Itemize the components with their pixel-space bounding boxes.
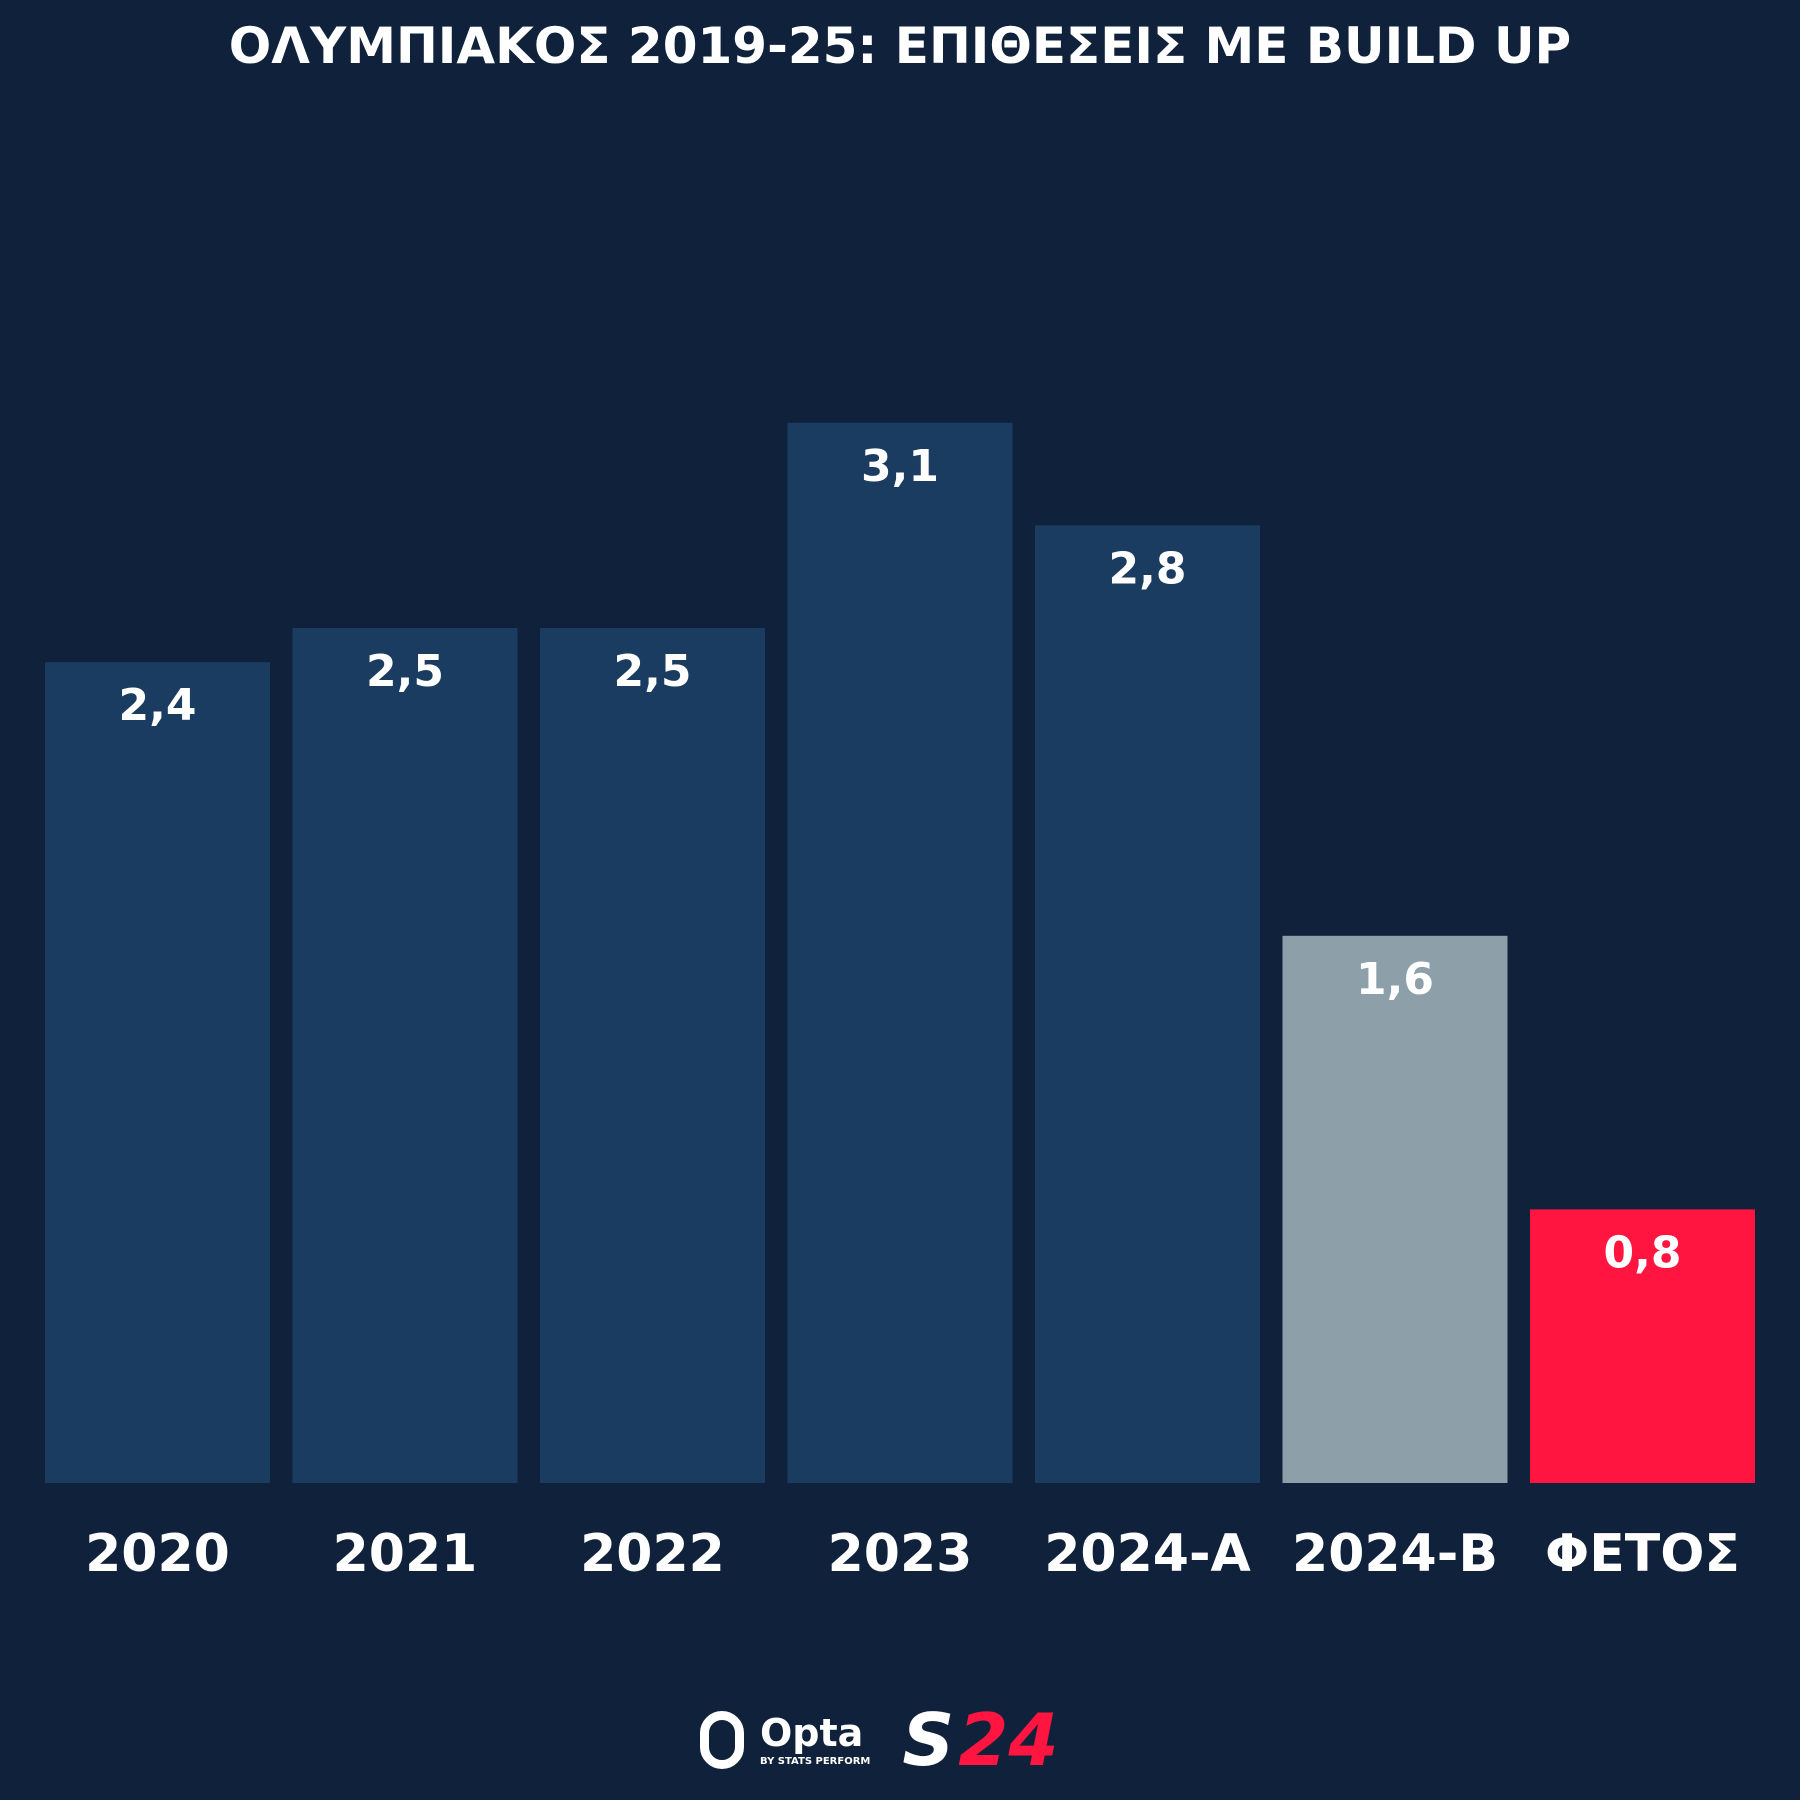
bar-2024-B bbox=[1282, 935, 1508, 1483]
s24-logo-number: 24 bbox=[958, 1698, 1059, 1782]
opta-logo: Opta BY STATS PERFORM bbox=[760, 1711, 870, 1769]
s24-logo: S 24 bbox=[902, 1700, 1058, 1780]
chart-title: ΟΛΥΜΠΙΑΚΟΣ 2019-25: ΕΠΙΘΕΣΕΙΣ ΜΕ BUILD U… bbox=[228, 17, 1572, 75]
bar-ΦΕΤΟΣ bbox=[1530, 1209, 1755, 1483]
value-label: 1,6 bbox=[1356, 954, 1434, 1005]
opta-logo-icon bbox=[700, 1711, 744, 1769]
value-label: 2,8 bbox=[1109, 543, 1187, 594]
bar-2024-A bbox=[1035, 525, 1260, 1483]
bar-2022 bbox=[540, 628, 765, 1483]
category-label: 2021 bbox=[333, 1524, 478, 1584]
bar-2023 bbox=[787, 422, 1013, 1483]
category-label: 2024-A bbox=[1044, 1524, 1251, 1584]
category-label: 2024-B bbox=[1292, 1524, 1498, 1584]
bar-chart: 2,4 2020 2,5 2021 2,5 2022 3,1 2023 2,8 2024-A 1,6… bbox=[45, 422, 1755, 1584]
opta-logo-text: Opta bbox=[760, 1711, 864, 1755]
value-label: 0,8 bbox=[1604, 1227, 1682, 1278]
bar-2021 bbox=[292, 628, 518, 1483]
logos: Opta BY STATS PERFORM S 24 bbox=[700, 1700, 1058, 1780]
value-label: 3,1 bbox=[861, 441, 939, 492]
bar-2020 bbox=[45, 662, 270, 1483]
category-label: 2022 bbox=[580, 1524, 725, 1584]
value-label: 2,5 bbox=[614, 646, 692, 697]
opta-logo-subtext: BY STATS PERFORM bbox=[760, 1756, 871, 1767]
value-label: 2,5 bbox=[366, 646, 444, 697]
s24-logo-s: S bbox=[902, 1698, 955, 1782]
category-label: ΦΕΤΟΣ bbox=[1545, 1524, 1740, 1584]
category-label: 2023 bbox=[828, 1524, 973, 1584]
value-label: 2,4 bbox=[119, 680, 197, 731]
category-label: 2020 bbox=[85, 1524, 230, 1584]
